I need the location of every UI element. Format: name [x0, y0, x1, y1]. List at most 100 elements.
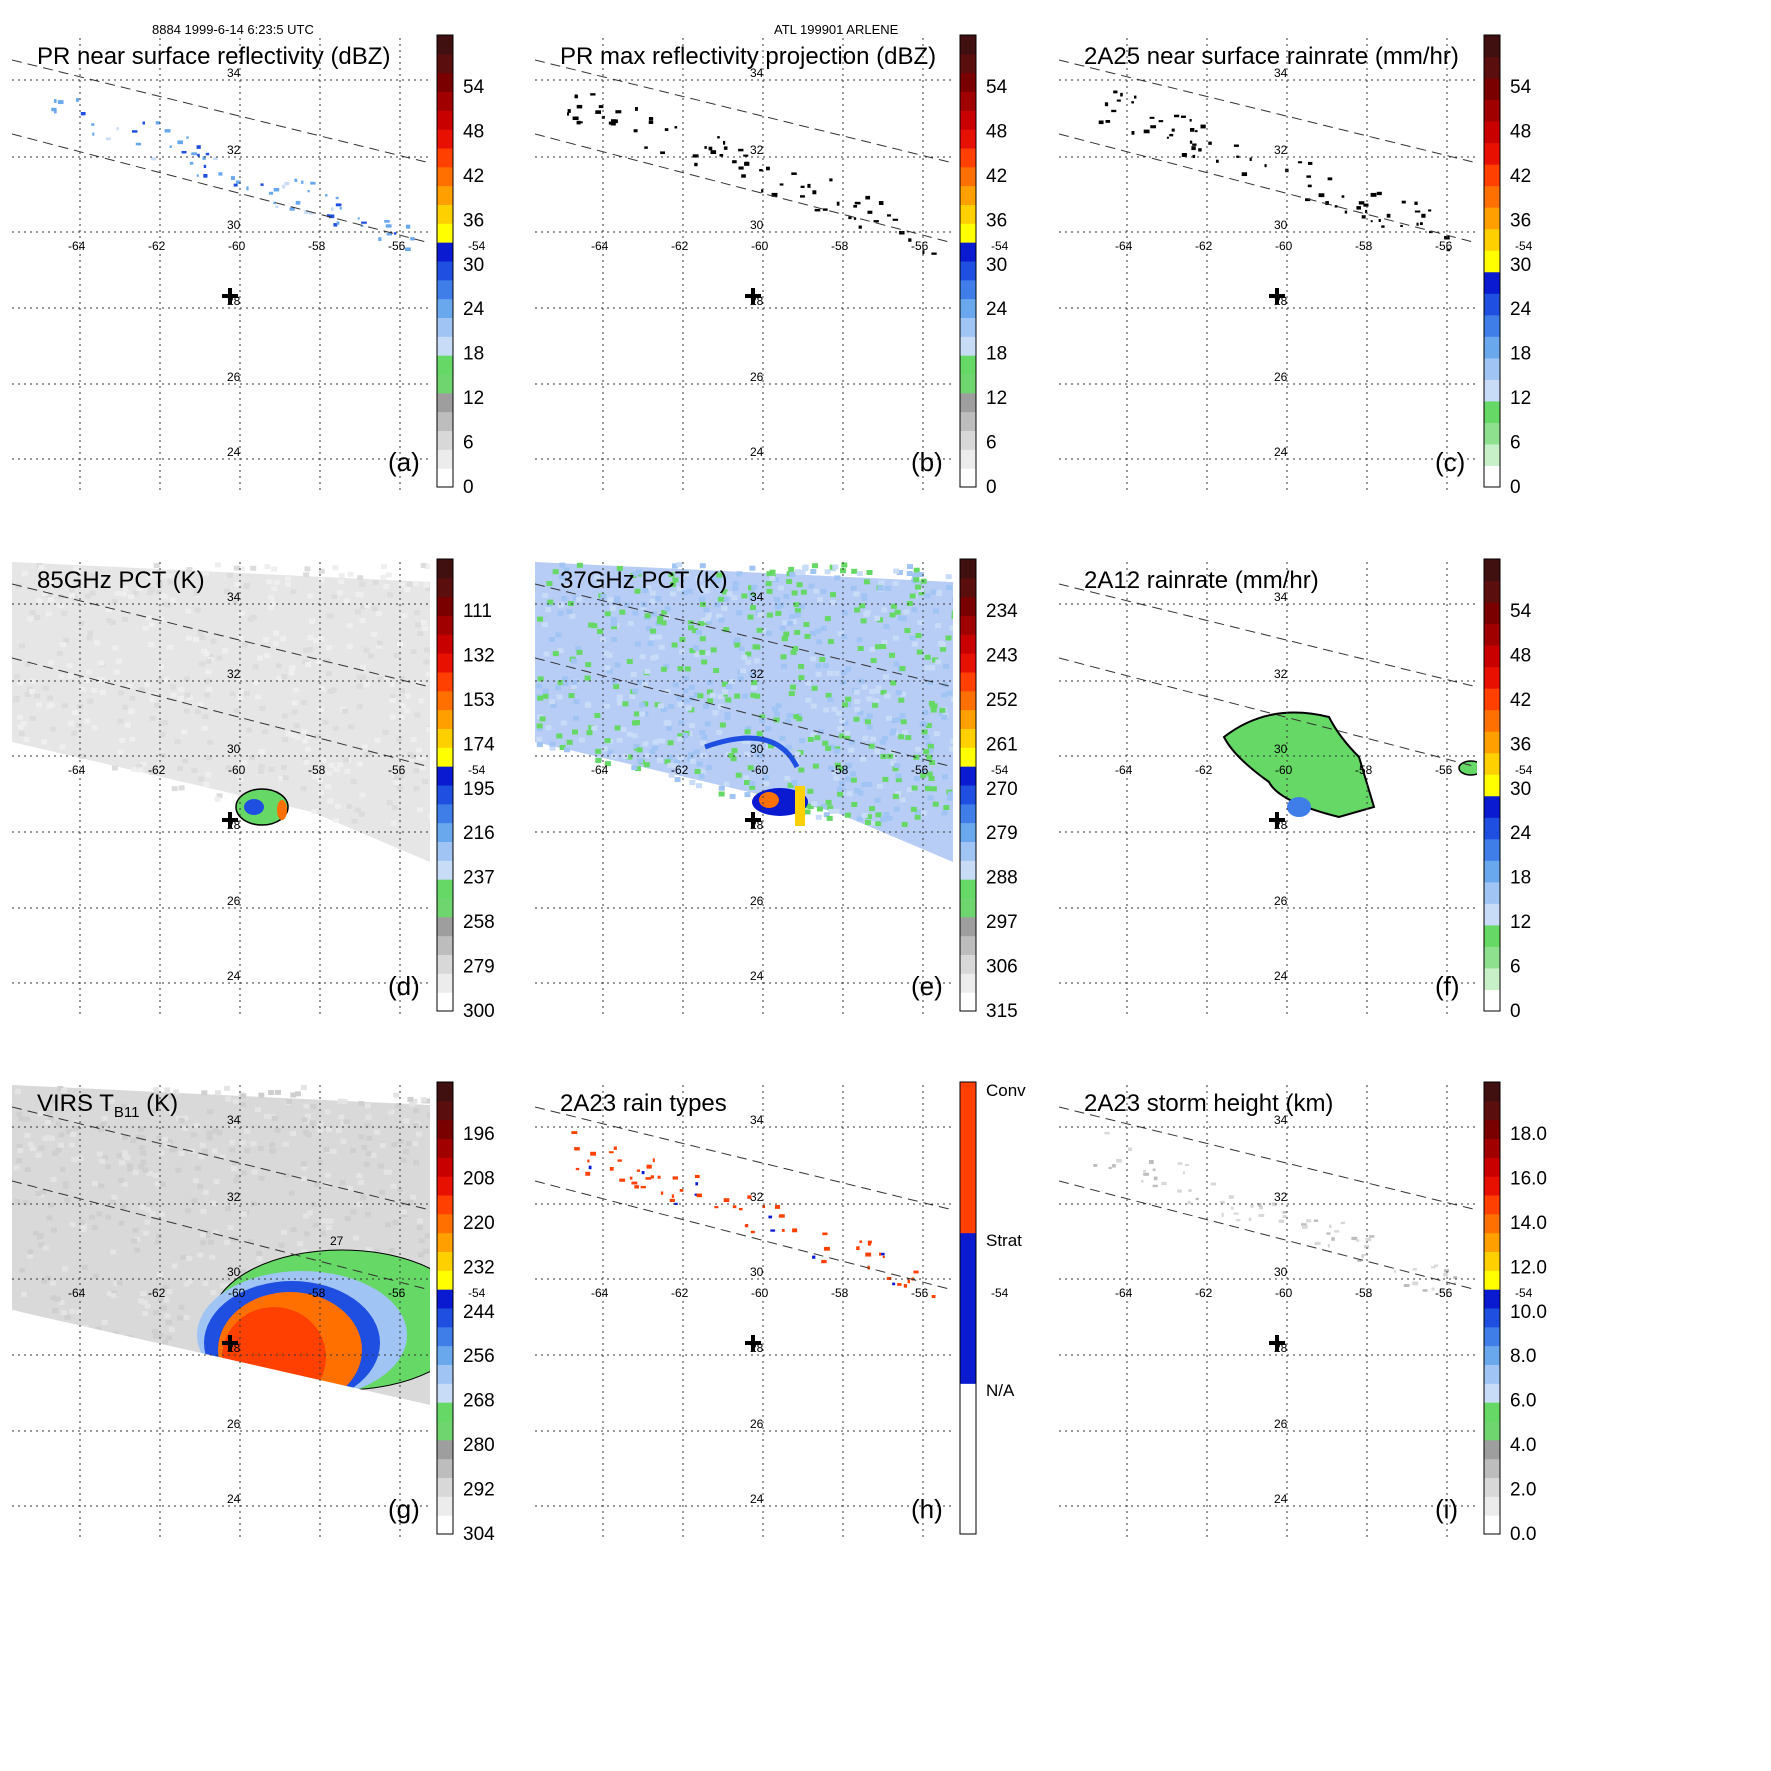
colorbar-segment	[1484, 1138, 1500, 1158]
swath-pixel	[389, 694, 396, 700]
swath-pixel	[779, 625, 786, 631]
colorbar-tick-label: 195	[463, 779, 495, 800]
swath-pixel	[350, 1209, 357, 1215]
colorbar-tick-label: 243	[986, 645, 1018, 666]
swath-pixel	[397, 1138, 404, 1144]
colorbar-segment	[1484, 645, 1500, 668]
swath-pixel	[48, 1135, 55, 1141]
swath-pixel	[804, 633, 811, 639]
swath-pixel	[122, 704, 129, 710]
swath-pixel	[289, 665, 296, 671]
swath-pixel	[282, 737, 288, 743]
swath-pixel	[844, 812, 851, 818]
pr-pixel	[246, 186, 249, 191]
swath-pixel	[875, 685, 882, 691]
lat-label: 26	[227, 370, 241, 384]
swath-pixel	[566, 739, 573, 745]
swath-pixel	[132, 1169, 139, 1175]
swath-pixel	[759, 714, 766, 720]
pr-pixel	[231, 176, 235, 181]
swath-pixel	[677, 666, 684, 672]
colorbar-segment	[437, 728, 453, 748]
swath-pixel	[337, 1098, 344, 1104]
swath-pixel	[745, 726, 752, 732]
pr-pixel	[1361, 1254, 1365, 1259]
pr-pixel	[1116, 99, 1121, 102]
swath-pixel	[38, 1145, 45, 1151]
swath-pixel	[61, 611, 68, 616]
colorbar-segment	[1484, 185, 1500, 208]
lon-label: -56	[388, 763, 406, 777]
swath-pixel	[850, 777, 857, 783]
swath-pixel	[773, 597, 780, 603]
swath-pixel	[631, 765, 638, 771]
pr-pixel	[792, 1228, 798, 1233]
pr-pixel	[1308, 161, 1313, 165]
colorbar-tick-label: 18	[1510, 868, 1531, 889]
colorbar-tick-label: 18	[986, 344, 1007, 365]
colorbar-segment	[960, 766, 976, 786]
storm-name-header: ATL 199901 ARLENE	[774, 22, 899, 37]
lat-label: 34	[750, 1113, 764, 1127]
swath-pixel	[149, 697, 156, 702]
colorbar-segment	[960, 879, 976, 899]
swath-pixel	[573, 715, 579, 721]
swath-pixel	[214, 796, 221, 802]
swath-pixel	[851, 568, 858, 574]
swath-pixel	[203, 782, 210, 788]
swath-pixel	[107, 1291, 114, 1297]
colorbar-segment	[960, 1082, 976, 1234]
pr-pixel	[590, 93, 596, 96]
swath-pixel	[744, 729, 751, 735]
pr-pixel	[704, 146, 707, 149]
colorbar-tick-label: 256	[463, 1346, 495, 1367]
swath-pixel	[632, 688, 639, 694]
swath-pixel	[237, 676, 244, 682]
lon-label: -58	[831, 1286, 849, 1300]
swath-pixel	[23, 737, 30, 742]
swath-pixel	[808, 583, 815, 589]
pr-pixel	[1241, 172, 1248, 177]
pr-pixel	[858, 225, 862, 229]
swath-pixel	[807, 788, 814, 794]
colorbar-segment	[960, 615, 976, 635]
swath-pixel	[360, 664, 366, 670]
swath-pixel	[155, 1181, 161, 1187]
colorbar-segment	[1484, 881, 1500, 904]
swath-pixel	[861, 782, 868, 787]
colorbar-segment	[1484, 121, 1500, 144]
pr-pixel	[640, 1185, 646, 1189]
swath-pixel	[198, 661, 205, 667]
swath-pixel	[859, 603, 866, 609]
colorbar-segment	[437, 672, 453, 692]
swath-pixel	[158, 720, 165, 726]
swath-pixel	[318, 789, 324, 795]
swath-pixel	[250, 565, 257, 571]
pr-pixel	[385, 224, 392, 228]
pr-pixel	[571, 1131, 578, 1134]
swath-pixel	[663, 720, 670, 726]
swath-pixel	[699, 596, 706, 602]
colorbar-segment	[960, 185, 976, 205]
swath-pixel	[824, 616, 831, 622]
swath-pixel	[572, 595, 579, 601]
swath-pixel	[571, 683, 578, 689]
swath-pixel	[51, 1227, 57, 1233]
swath-pixel	[338, 1114, 345, 1120]
swath-pixel	[810, 569, 817, 574]
swath-edge-south	[1059, 133, 1477, 244]
colorbar-segment	[1484, 709, 1500, 732]
swath-pixel	[271, 566, 277, 572]
swath-pixel	[116, 1153, 123, 1159]
swath-pixel	[385, 572, 392, 578]
swath-pixel	[927, 795, 934, 801]
swath-pixel	[869, 689, 876, 695]
swath-pixel	[116, 658, 122, 664]
colorbar-tick-label: 24	[1510, 823, 1532, 844]
swath-pixel	[96, 1211, 103, 1217]
swath-pixel	[81, 1264, 88, 1270]
swath-pixel	[312, 1222, 319, 1228]
